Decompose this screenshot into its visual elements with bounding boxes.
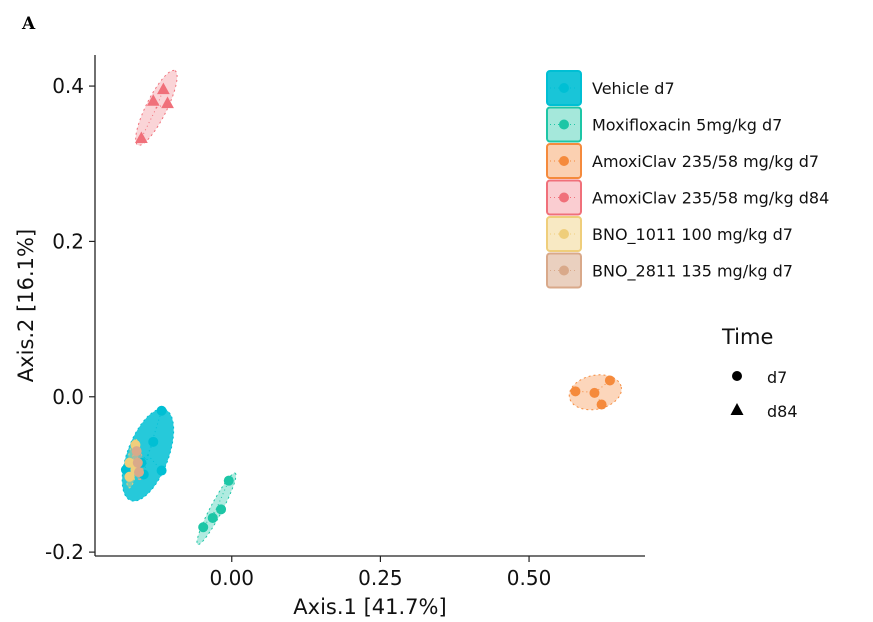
legend-item: BNO_1011 100 mg/kg d7 — [546, 216, 793, 252]
legend-label: Moxifloxacin 5mg/kg d7 — [592, 116, 782, 135]
shape-legend-label: d84 — [767, 402, 798, 421]
data-point-triangle — [134, 131, 148, 144]
data-point-circle — [156, 465, 167, 476]
centroid-link — [140, 107, 157, 139]
triangle-icon — [730, 403, 744, 415]
data-point-circle — [134, 467, 144, 478]
data-point-circle — [570, 386, 581, 397]
legend-key-point — [559, 119, 569, 130]
shape-legend: Time d7 d84 — [721, 325, 798, 421]
legend-key-point — [559, 229, 569, 239]
legend-label: AmoxiClav 235/58 mg/kg d7 — [592, 152, 819, 171]
legend-item: Vehicle d7 — [546, 70, 675, 106]
panel-label: A — [22, 14, 36, 34]
circle-icon — [732, 371, 742, 381]
data-point-circle — [604, 375, 615, 386]
legend-item: AmoxiClav 235/58 mg/kg d7 — [546, 143, 819, 179]
data-point-circle — [198, 522, 209, 533]
y-axis-title: Axis.2 [16.1%] — [14, 229, 38, 382]
shape-legend-label: d7 — [767, 368, 787, 387]
data-point-circle — [596, 399, 607, 410]
data-point-triangle — [161, 96, 174, 109]
legend-label: AmoxiClav 235/58 mg/kg d84 — [592, 189, 829, 208]
legend-key-point — [559, 192, 569, 203]
data-point-circle — [589, 387, 600, 398]
centroid-link — [125, 454, 149, 471]
y-axis-ticks: -0.2 0.0 0.2 0.4 — [45, 74, 95, 564]
data-point-circle — [132, 457, 143, 468]
x-axis-title: Axis.1 [41.7%] — [293, 595, 446, 619]
y-tick-label: 0.4 — [52, 74, 84, 98]
data-point-circle — [124, 457, 135, 468]
legend-key-point — [559, 156, 569, 166]
data-point-triangle — [156, 82, 170, 95]
x-axis-ticks: 0.00 0.25 0.50 — [209, 556, 551, 590]
data-point-circle — [207, 512, 218, 523]
y-tick-label: 0.0 — [52, 385, 84, 409]
y-tick-label: 0.2 — [52, 229, 84, 253]
x-tick-label: 0.50 — [507, 566, 552, 590]
legend-item: BNO_2811 135 mg/kg d7 — [546, 252, 793, 289]
data-points — [120, 82, 615, 533]
legend-label: BNO_2811 135 mg/kg d7 — [592, 262, 793, 282]
data-point-circle — [216, 504, 227, 515]
legend-item: AmoxiClav 235/58 mg/kg d84 — [546, 179, 829, 216]
legend-key-point — [559, 83, 569, 93]
data-point-circle — [148, 436, 159, 447]
shape-legend-item: d7 — [732, 368, 787, 387]
shape-legend-item: d84 — [730, 402, 798, 421]
data-point-circle — [156, 405, 167, 416]
legend-key-point — [559, 265, 569, 276]
data-point-circle — [223, 475, 234, 486]
legend-label: Vehicle d7 — [592, 79, 675, 98]
x-tick-label: 0.25 — [358, 566, 403, 590]
data-point-circle — [131, 446, 142, 457]
legend-item: Moxifloxacin 5mg/kg d7 — [546, 106, 782, 143]
data-point-circle — [124, 471, 135, 482]
legend-label: BNO_1011 100 mg/kg d7 — [592, 225, 793, 245]
shape-legend-title: Time — [721, 325, 773, 349]
data-point-triangle — [146, 94, 160, 106]
color-legend: Vehicle d7 Moxifloxacin 5mg/kg d7 AmoxiCla… — [546, 70, 829, 289]
x-tick-label: 0.00 — [209, 566, 254, 590]
y-tick-label: -0.2 — [45, 540, 84, 564]
